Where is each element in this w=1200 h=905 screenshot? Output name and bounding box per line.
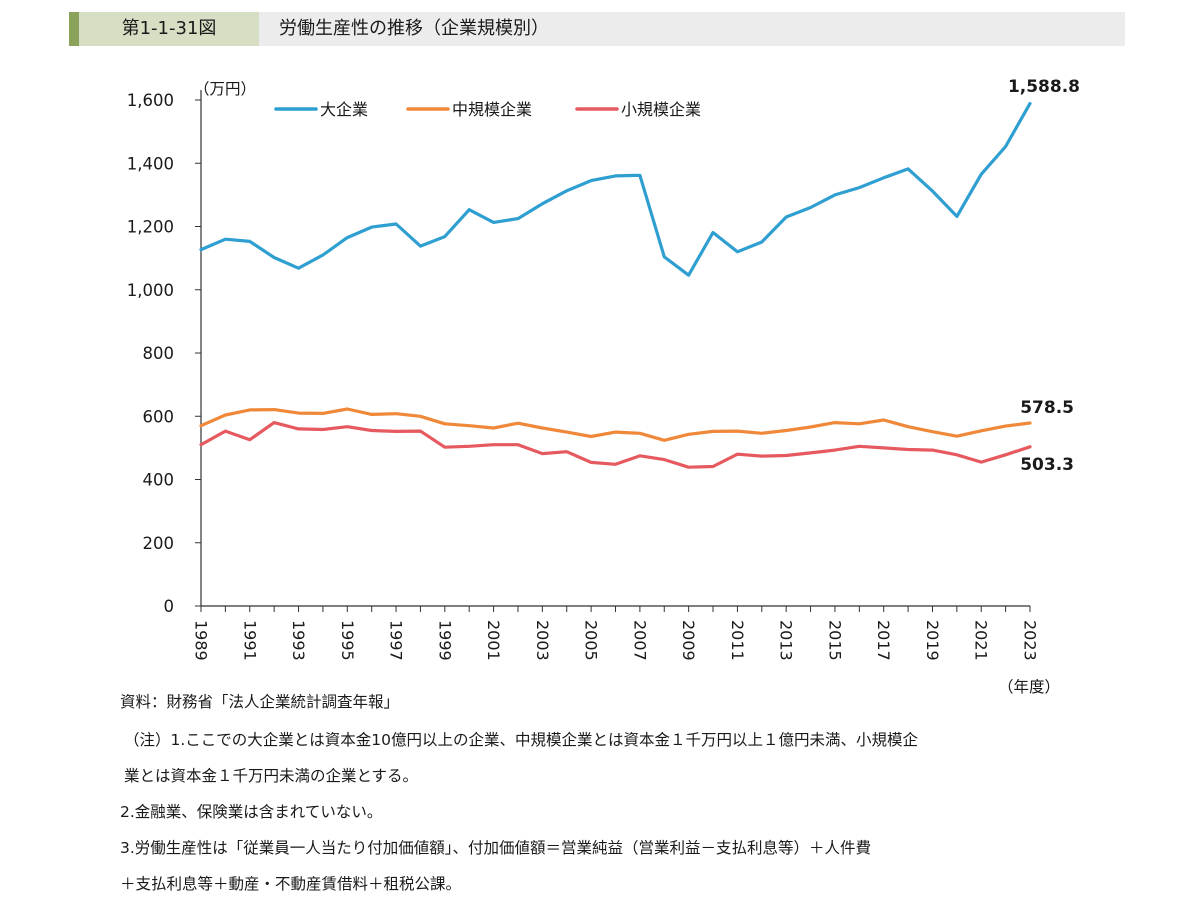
x-tick-label: 1997 — [387, 620, 406, 661]
series-line-3 — [199, 421, 1032, 469]
x-tick-label: 2013 — [777, 620, 796, 661]
source-note: 資料：財務省「法人企業統計調査年報」 — [120, 693, 400, 711]
x-tick-label: 1989 — [192, 620, 211, 661]
x-tick-label: 2023 — [1021, 620, 1040, 661]
x-tick-label: 1995 — [338, 620, 357, 661]
x-tick-label: 2011 — [728, 620, 747, 661]
y-tick-label: 1,200 — [127, 218, 174, 237]
x-axis-label: （年度） — [998, 678, 1060, 695]
legend-label: 大企業 — [320, 100, 368, 119]
figure-title: 労働生産性の推移（企業規模別） — [279, 18, 549, 39]
end-value-label: 1,588.8 — [1008, 77, 1080, 97]
series-line-2 — [199, 407, 1032, 442]
x-tick-label: 2009 — [679, 620, 698, 661]
y-tick-label: 400 — [143, 471, 175, 490]
x-tick-label: 2007 — [630, 620, 649, 661]
note-line-4: 3.労働生産性は「従業員一人当たり付加価値額」、付加価値額＝営業純益（営業利益－… — [120, 839, 872, 857]
note-line-1: （注）1.ここでの大企業とは資本金10億円以上の企業、中規模企業とは資本金１千万… — [124, 731, 919, 749]
x-tick-label: 2005 — [582, 620, 601, 661]
series-line-1 — [199, 101, 1032, 277]
x-tick-label: 1999 — [435, 620, 454, 661]
note-line-5: ＋支払利息等＋動産・不動産賃借料＋租税公課。 — [120, 875, 462, 893]
y-unit-label: （万円） — [194, 80, 256, 98]
x-tick-label: 2001 — [484, 620, 503, 661]
x-tick-label: 1993 — [289, 620, 308, 661]
header-accent-bar — [69, 12, 79, 46]
end-value-label: 503.3 — [1020, 455, 1074, 475]
y-tick-label: 600 — [143, 407, 175, 426]
x-tick-label: 2021 — [972, 620, 991, 661]
x-tick-label: 2017 — [874, 620, 893, 661]
y-tick-label: 1,000 — [127, 281, 174, 300]
end-value-label: 578.5 — [1020, 398, 1074, 418]
x-tick-label: 2003 — [533, 620, 552, 661]
y-tick-label: 0 — [164, 597, 175, 616]
figure-header: 第1-1-31図 労働生産性の推移（企業規模別） — [69, 12, 1125, 46]
line-chart: 0 200 400 600 800 1,000 1,200 1,400 1,600 （万円） 198… — [127, 77, 1080, 695]
note-line-2: 業とは資本金１千万円未満の企業とする。 — [124, 767, 419, 785]
legend-label: 小規模企業 — [621, 100, 701, 119]
x-tick-label: 1991 — [240, 620, 259, 661]
y-tick-label: 200 — [143, 534, 175, 553]
figure-number: 第1-1-31図 — [79, 12, 259, 46]
x-tick-label: 2015 — [825, 620, 844, 661]
legend-label: 中規模企業 — [452, 100, 532, 119]
y-tick-label: 1,400 — [127, 154, 174, 173]
x-tick-label: 2019 — [923, 620, 942, 661]
y-tick-label: 800 — [143, 344, 175, 363]
y-tick-label: 1,600 — [127, 91, 174, 110]
note-line-3: 2.金融業、保険業は含まれていない。 — [120, 803, 383, 821]
